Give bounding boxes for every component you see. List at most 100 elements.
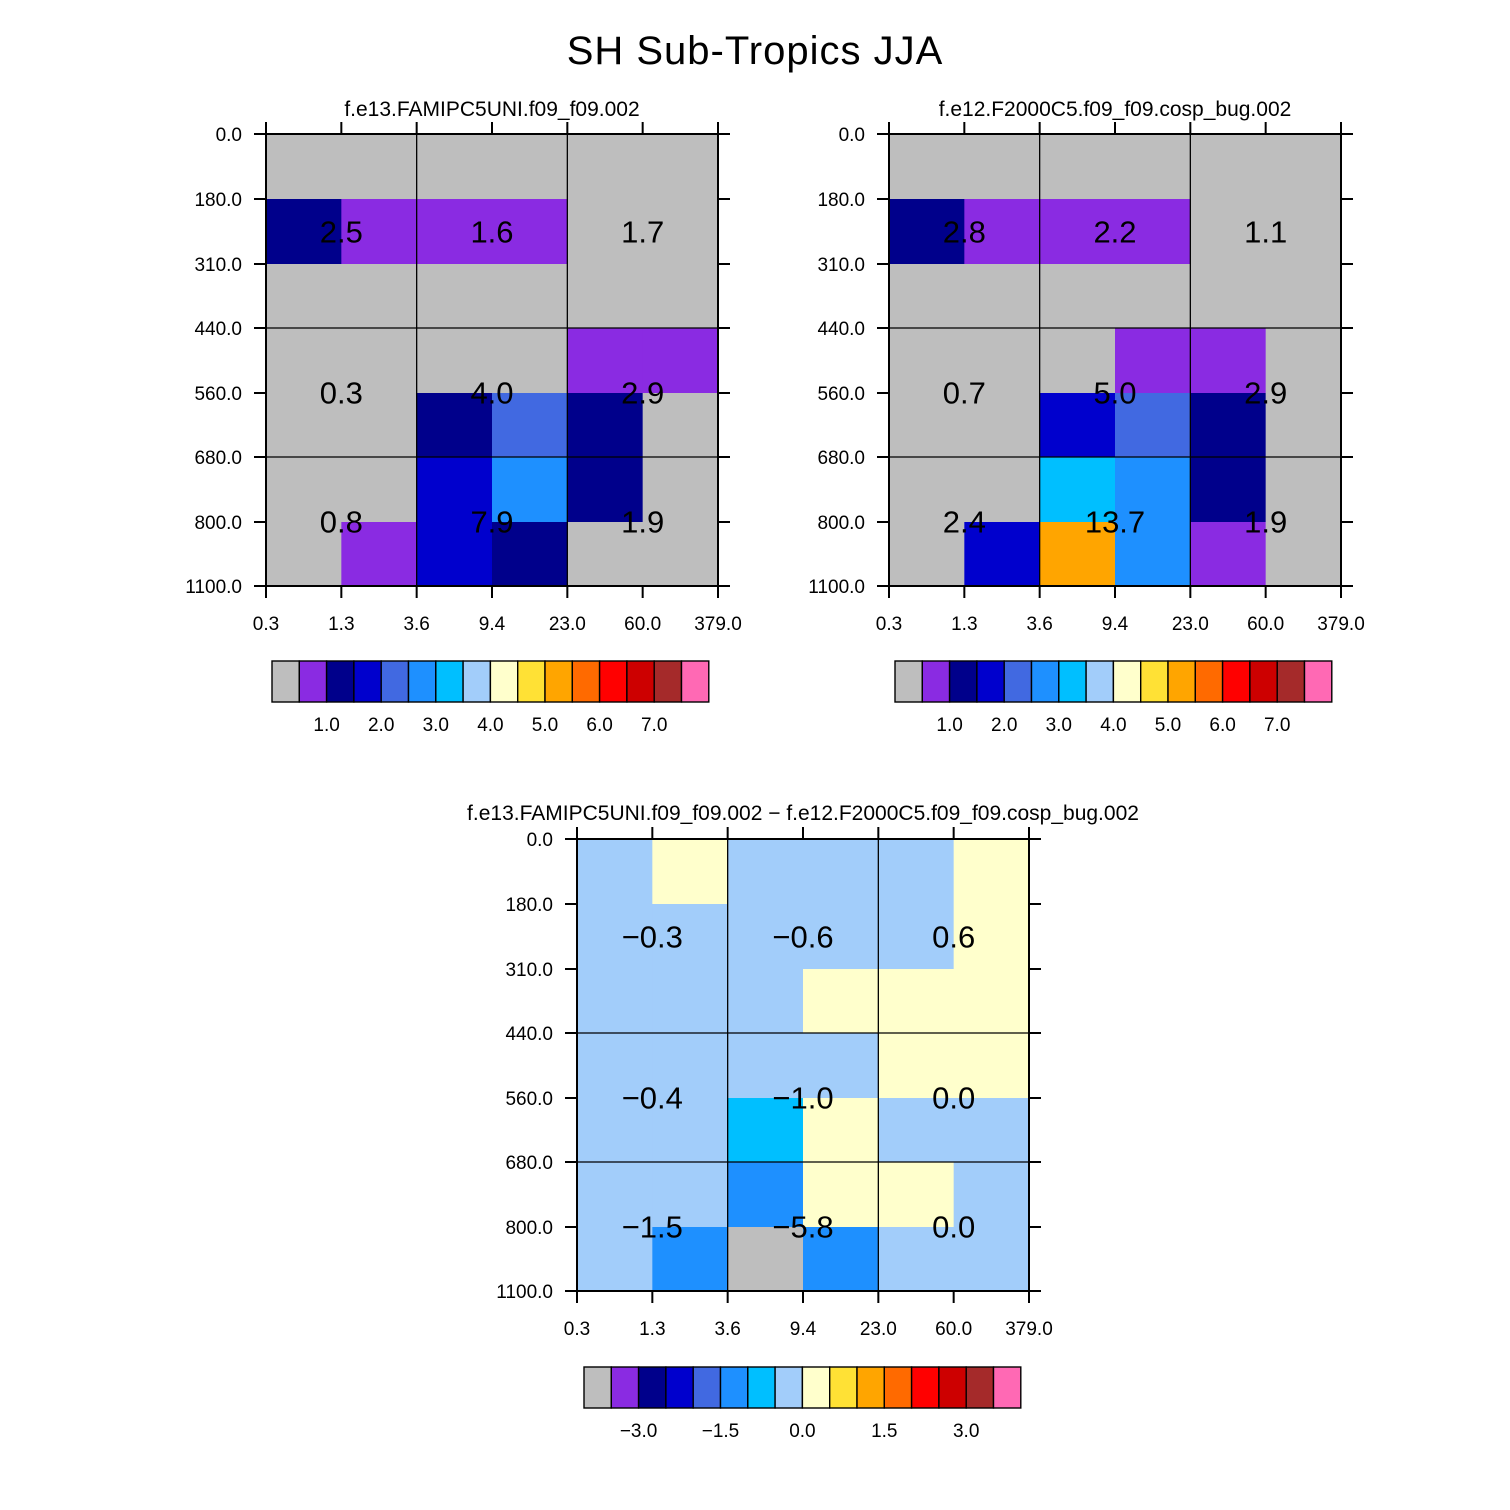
heatmap-cell	[492, 199, 568, 265]
colorbar-swatch	[692, 1366, 722, 1409]
heatmap-cell	[889, 393, 965, 458]
x-tick-label: 379.0	[1317, 614, 1365, 635]
heatmap-cell	[878, 904, 955, 970]
chart-panel-2: f.e12.F2000C5.f09_f09.cosp_bug.002 0.3 1.3…	[808, 98, 1364, 736]
heatmap-cell	[1190, 134, 1267, 200]
heatmap-cell	[416, 457, 493, 523]
heatmap-cell	[577, 1098, 653, 1163]
cell-value-label: 0.6	[932, 920, 975, 955]
heatmap-cell	[642, 199, 719, 265]
heatmap-cell	[416, 264, 493, 329]
y-tick-label: 440.0	[817, 319, 865, 340]
y-tick-label: 310.0	[194, 255, 242, 276]
heatmap-cell	[889, 264, 965, 329]
chart-panel-1: f.e13.FAMIPC5UNI.f09_f09.002 0.3 1.3 3.6 9.4…	[185, 98, 741, 736]
x-tick-label: 1.3	[951, 614, 977, 635]
colorbar-swatch	[829, 1366, 858, 1409]
cell-value-label: 7.9	[470, 505, 513, 540]
colorbar-swatch	[610, 1366, 640, 1409]
colorbar-label: −1.5	[702, 1421, 740, 1442]
heatmap-cell	[577, 969, 653, 1034]
colorbar-swatch	[883, 1366, 913, 1409]
heatmap-cell	[1265, 264, 1342, 329]
x-tick-label: 0.3	[253, 614, 279, 635]
colorbar-swatch	[992, 1366, 1022, 1409]
heatmap-cell	[577, 1162, 653, 1228]
x-tick-label: 3.6	[1026, 614, 1052, 635]
colorbar-swatch	[1249, 660, 1278, 703]
heatmap-cell	[803, 1033, 879, 1099]
heatmap-cell	[727, 1227, 804, 1292]
x-tick-label: 3.6	[714, 1319, 740, 1340]
heatmap-cell	[341, 457, 418, 523]
colorbar-label: 4.0	[1100, 715, 1126, 736]
heatmap-cell	[577, 1227, 653, 1292]
heatmap-cell	[1115, 134, 1191, 200]
heatmap-cell	[1265, 393, 1342, 458]
y-tick-label: 680.0	[505, 1153, 553, 1174]
heatmap-cell	[953, 904, 1030, 970]
colorbar-swatch	[665, 1366, 694, 1409]
y-tick-label: 560.0	[194, 384, 242, 405]
colorbar-swatch	[598, 660, 628, 703]
heatmap-cell	[341, 393, 418, 458]
y-tick-label: 180.0	[505, 895, 553, 916]
colorbar-swatch	[1303, 660, 1333, 703]
colorbar-label: 1.5	[871, 1421, 897, 1442]
heatmap-cell	[1039, 393, 1116, 458]
colorbar-swatch	[571, 660, 601, 703]
y-tick-label: 0.0	[216, 125, 242, 146]
x-tick-label: 9.4	[479, 614, 506, 635]
heatmap-cell	[1265, 328, 1342, 394]
colorbar-swatch	[583, 1366, 612, 1409]
x-tick-label: 9.4	[1102, 614, 1129, 635]
cell-value-label: 2.5	[320, 215, 363, 250]
heatmap-cell	[727, 1162, 804, 1228]
heatmap-cell	[1039, 134, 1116, 200]
heatmap-cell	[266, 328, 342, 394]
heatmap-cell	[953, 969, 1030, 1034]
heatmap-cell	[341, 199, 418, 265]
cell-value-label: 4.0	[470, 376, 513, 411]
colorbar-swatch	[1139, 660, 1169, 703]
heatmap-cell	[492, 328, 568, 394]
colorbar-label: 7.0	[641, 715, 667, 736]
heatmap-cell	[1190, 393, 1267, 458]
heatmap-cell	[652, 839, 729, 905]
y-tick-label: 800.0	[817, 513, 865, 534]
colorbar-swatch	[1112, 660, 1142, 703]
heatmap-cell	[1265, 134, 1342, 200]
colorbar-label: 0.0	[789, 1421, 815, 1442]
colorbar-swatch	[271, 660, 300, 703]
heatmap-cell	[1190, 264, 1267, 329]
heatmap-cell	[567, 264, 644, 329]
cell-value-label: 2.4	[943, 505, 986, 540]
colorbar-swatch	[462, 660, 492, 703]
x-tick-label: 9.4	[790, 1319, 817, 1340]
colorbar-swatch	[1085, 660, 1115, 703]
colorbar-label: 7.0	[1264, 715, 1290, 736]
heatmap-cell	[803, 839, 879, 905]
y-tick-label: 180.0	[817, 190, 865, 211]
heatmap-cell	[492, 264, 568, 329]
x-tick-label: 1.3	[328, 614, 354, 635]
y-tick-label: 0.0	[839, 125, 865, 146]
heatmap-cell	[964, 393, 1041, 458]
heatmap-cell	[1115, 328, 1191, 394]
heatmap-cell	[567, 134, 644, 200]
heatmap-cell	[266, 393, 342, 458]
x-tick-label: 23.0	[549, 614, 586, 635]
heatmap-cell	[1115, 393, 1191, 458]
colorbar-swatch	[435, 660, 464, 703]
colorbar-label: 2.0	[991, 715, 1017, 736]
cell-value-label: −0.4	[622, 1081, 683, 1116]
heatmap-cell	[803, 1098, 879, 1163]
heatmap-cell	[1039, 457, 1116, 523]
colorbar-swatch	[1003, 660, 1033, 703]
colorbar-swatch	[1221, 660, 1251, 703]
heatmap-cell	[642, 134, 719, 200]
heatmap-cell	[492, 393, 568, 458]
heatmap-cell	[878, 1033, 955, 1099]
chart-panel-3: f.e13.FAMIPC5UNI.f09_f09.002 − f.e12.F20…	[467, 802, 1139, 1442]
x-tick-label: 379.0	[1005, 1319, 1053, 1340]
